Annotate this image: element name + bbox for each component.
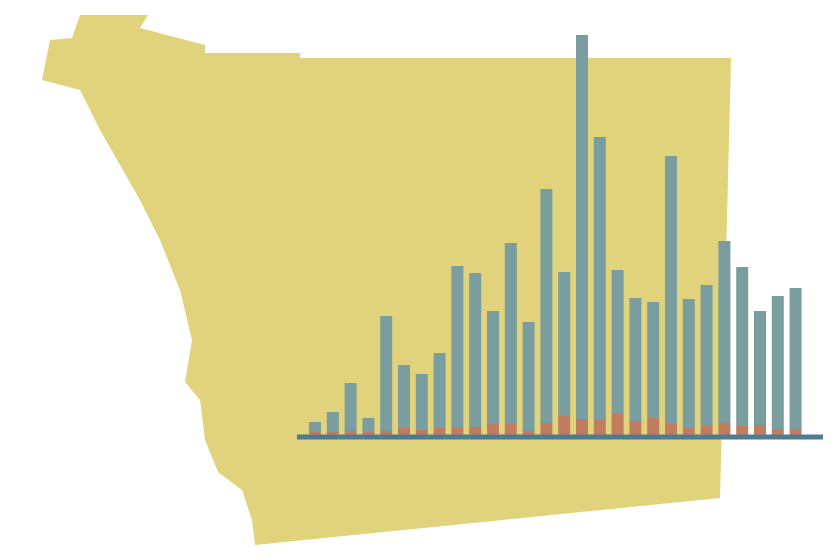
- bar-segment: [789, 288, 802, 429]
- bar-segment: [451, 427, 464, 435]
- bar-segment: [576, 35, 588, 419]
- bar-segment: [558, 272, 571, 416]
- bar-segment: [415, 430, 428, 435]
- bar-segment: [344, 431, 357, 435]
- bar-segment: [380, 316, 393, 431]
- bar-segment: [593, 137, 606, 419]
- bar-segment: [700, 285, 713, 425]
- bar-segment: [611, 414, 624, 435]
- bar-segment: [771, 296, 784, 429]
- bar-segment: [309, 432, 321, 435]
- bar-segment: [718, 423, 731, 435]
- bar-segment: [718, 241, 731, 423]
- bar-segment: [326, 432, 339, 435]
- bars: [309, 35, 802, 435]
- bar-segment: [700, 425, 713, 435]
- bar-segment: [771, 429, 784, 435]
- bar-segment: [433, 353, 446, 428]
- bar-segment: [789, 429, 802, 435]
- bar-segment: [682, 428, 695, 435]
- bar-segment: [451, 266, 464, 427]
- bar-segment: [504, 243, 517, 424]
- bar-segment: [522, 322, 535, 431]
- bar-segment: [522, 431, 535, 435]
- bar-segment: [469, 427, 482, 435]
- bar-segment: [487, 424, 499, 435]
- bar-segment: [736, 267, 749, 425]
- bar-segment: [309, 422, 321, 432]
- bar-segment: [469, 273, 482, 427]
- bar-segment: [540, 423, 553, 435]
- bar-segment: [629, 298, 642, 421]
- bar-segment: [647, 302, 660, 418]
- bar-segment: [326, 412, 339, 432]
- bar-segment: [398, 365, 410, 428]
- county-map: [42, 15, 731, 545]
- bar-segment: [362, 418, 375, 432]
- bar-segment: [433, 428, 446, 435]
- bar-segment: [665, 424, 677, 435]
- bar-segment: [647, 418, 660, 435]
- bar-segment: [682, 299, 695, 428]
- bar-segment: [754, 425, 766, 435]
- bar-segment: [736, 425, 749, 435]
- bar-segment: [487, 311, 499, 424]
- bar-segment: [665, 156, 677, 424]
- bar-segment: [362, 432, 375, 435]
- bar-segment: [415, 374, 428, 430]
- bar-segment: [344, 383, 357, 431]
- bar-segment: [558, 416, 571, 435]
- bar-segment: [576, 419, 588, 435]
- bar-segment: [754, 311, 766, 425]
- bar-segment: [611, 270, 624, 414]
- bar-segment: [380, 431, 393, 435]
- bar-segment: [398, 428, 410, 435]
- bar-segment: [504, 424, 517, 435]
- bar-segment: [540, 189, 553, 423]
- bar-segment: [593, 419, 606, 435]
- bar-segment: [629, 421, 642, 435]
